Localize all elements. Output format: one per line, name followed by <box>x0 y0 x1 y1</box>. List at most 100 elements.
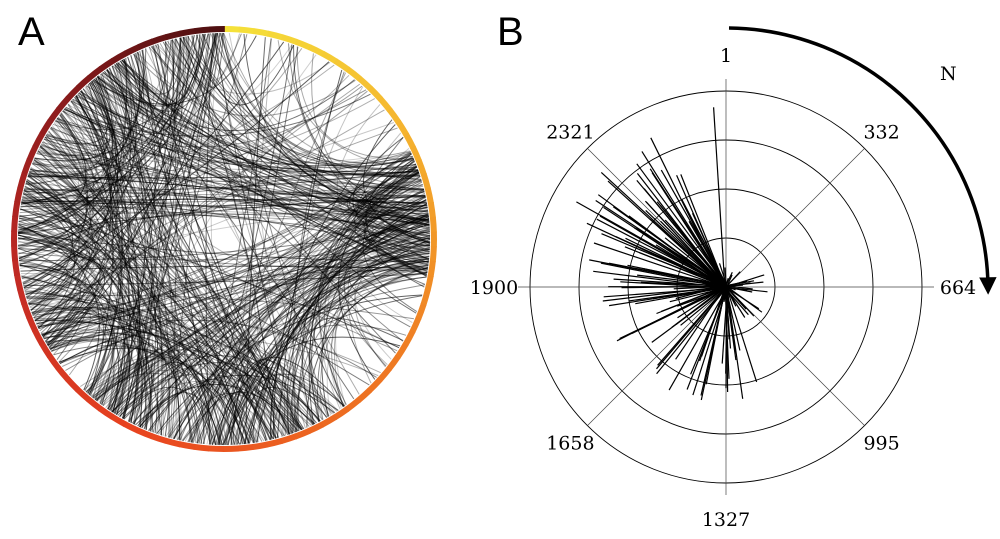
chord-line <box>132 161 416 425</box>
chord-line <box>38 148 199 444</box>
chord-line <box>57 116 294 434</box>
chord-line <box>56 117 420 176</box>
ring-segment <box>14 186 24 204</box>
chord-line <box>112 65 404 342</box>
chord-line <box>210 33 227 446</box>
chord-line <box>59 240 431 364</box>
chord-line <box>127 222 430 422</box>
chord-line <box>18 232 429 263</box>
chord-line <box>17 99 97 241</box>
polar-spike <box>719 287 726 296</box>
chord-line <box>17 188 424 248</box>
chord-line <box>311 237 431 421</box>
polar-spike <box>608 262 726 287</box>
chord-line <box>43 331 263 442</box>
chord-line <box>18 212 430 232</box>
chord-line <box>17 237 77 295</box>
chord-line <box>18 255 116 401</box>
chord-line <box>93 46 163 126</box>
polar-spike <box>713 107 726 288</box>
chord-line <box>30 306 381 374</box>
chord-line <box>26 297 255 443</box>
chord-line <box>243 159 415 445</box>
chord-line <box>25 181 125 404</box>
polar-spikes <box>576 107 768 401</box>
ring-segment <box>367 85 383 102</box>
ring-segment <box>238 26 255 35</box>
chord-line <box>31 308 113 395</box>
chord-line <box>19 260 104 392</box>
chord-line <box>159 42 360 395</box>
chord-line <box>192 193 426 443</box>
ring-segment <box>86 397 103 412</box>
ring-segment <box>424 187 434 204</box>
chord-line <box>133 53 356 117</box>
chord-line <box>93 79 418 171</box>
chord-line <box>191 32 224 88</box>
chord-line <box>27 170 419 179</box>
chord-line <box>50 126 302 431</box>
chord-line <box>17 233 250 444</box>
chord-line <box>36 235 431 325</box>
chord-line <box>87 32 223 394</box>
chord-line <box>168 258 430 438</box>
ring-segment <box>367 377 383 393</box>
polar-spike <box>725 287 728 374</box>
chord-line <box>61 252 430 367</box>
chord-line <box>54 120 130 414</box>
chord-line <box>40 145 267 441</box>
chord-line <box>80 356 238 445</box>
chord-line <box>95 77 223 446</box>
chord-line <box>205 33 214 445</box>
chord-line <box>34 52 141 162</box>
chord-line <box>115 37 182 95</box>
chord-line <box>25 180 370 386</box>
chord-line <box>294 214 429 432</box>
polar-spike <box>656 287 728 375</box>
chord-line <box>139 386 255 443</box>
chord-line <box>58 347 247 444</box>
chord-line <box>143 170 419 429</box>
chord-line <box>26 294 414 320</box>
polar-spike <box>726 288 758 383</box>
polar-spike <box>726 286 768 293</box>
chord-line <box>28 303 299 432</box>
polar-spoke <box>587 286 727 426</box>
chord-line <box>106 69 146 410</box>
chord-line <box>107 215 429 410</box>
chord-line <box>28 173 420 182</box>
chord-line <box>376 218 430 285</box>
chord-line <box>177 157 414 441</box>
polar-spike <box>668 287 728 391</box>
polar-spike <box>593 242 725 288</box>
chord-line <box>287 271 428 435</box>
chord-line <box>355 172 430 234</box>
chord-line <box>101 354 259 443</box>
chord-line <box>18 258 68 305</box>
chord-line <box>47 194 426 347</box>
ring-segment <box>164 437 181 448</box>
chord-line <box>226 271 428 446</box>
chord-line <box>29 170 424 190</box>
polar-angle-label: 995 <box>863 433 899 455</box>
chord-line <box>121 59 429 212</box>
polar-spike <box>593 270 726 289</box>
chord-line <box>122 37 181 419</box>
polar-spike <box>636 173 727 288</box>
chord-line <box>286 223 430 435</box>
chord-line <box>24 186 101 352</box>
chord-line <box>28 302 302 431</box>
chord-line <box>45 340 277 439</box>
chord-line <box>233 373 345 445</box>
chord-line <box>249 198 427 444</box>
polar-spike <box>675 286 725 325</box>
chord-line <box>354 243 430 360</box>
chord-line <box>25 292 304 430</box>
ring-segment <box>356 387 372 403</box>
chord-line <box>65 106 417 173</box>
chord-line <box>135 384 299 432</box>
chord-line <box>64 85 363 148</box>
chord-line <box>270 252 430 440</box>
chord-line <box>335 183 423 406</box>
chord-line <box>188 391 296 443</box>
